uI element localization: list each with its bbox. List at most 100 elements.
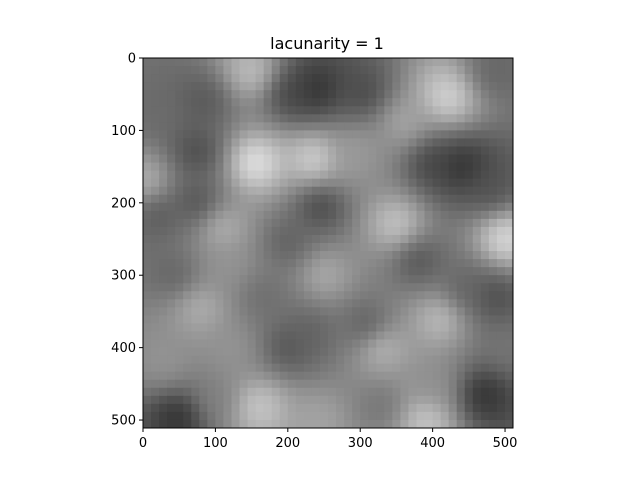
heatmap-cell xyxy=(504,186,513,196)
heatmap-cell xyxy=(263,98,273,107)
heatmap-cell xyxy=(207,234,216,244)
heatmap-cell xyxy=(360,114,369,123)
heatmap-cell xyxy=(255,419,265,428)
heatmap-cell xyxy=(199,251,208,260)
heatmap-cell xyxy=(207,291,216,300)
heatmap-cell xyxy=(191,122,200,131)
heatmap-cell xyxy=(448,419,458,428)
heatmap-cell xyxy=(199,339,208,349)
x-axis: 0 100 200 300 400 500 xyxy=(139,428,517,451)
heatmap-cell xyxy=(207,130,216,139)
heatmap-cell xyxy=(167,419,176,428)
heatmap-cell xyxy=(504,267,513,276)
heatmap-cell xyxy=(336,194,345,204)
heatmap-cell xyxy=(207,58,216,67)
heatmap-cell xyxy=(440,58,450,67)
heatmap-cell xyxy=(392,226,401,236)
heatmap-cell xyxy=(247,331,257,341)
heatmap-cell xyxy=(440,275,450,284)
heatmap-cell xyxy=(416,379,426,389)
heatmap-cell xyxy=(263,154,273,164)
heatmap-cell xyxy=(295,138,305,147)
heatmap-cell xyxy=(464,146,474,156)
heatmap-cell xyxy=(231,66,241,75)
heatmap-cell xyxy=(255,315,265,324)
heatmap-cell xyxy=(488,130,498,139)
heatmap-cell xyxy=(376,146,385,156)
heatmap-cell xyxy=(167,74,176,83)
heatmap-cell xyxy=(440,114,450,123)
heatmap-cell xyxy=(167,331,176,341)
heatmap-cell xyxy=(239,363,249,373)
y-tick-label: 200 xyxy=(111,196,136,211)
heatmap-cell xyxy=(472,355,482,365)
heatmap-cell xyxy=(207,323,216,332)
heatmap-cell xyxy=(328,259,337,268)
heatmap-cell xyxy=(384,403,393,413)
heatmap-cell xyxy=(400,371,409,381)
heatmap-cell xyxy=(303,98,313,107)
heatmap-cell xyxy=(151,339,160,349)
heatmap-cell xyxy=(295,291,305,300)
heatmap-cell xyxy=(472,371,482,381)
heatmap-cell xyxy=(344,90,353,99)
heatmap-cell xyxy=(295,226,305,236)
heatmap-cell xyxy=(223,146,232,156)
heatmap-cell xyxy=(328,267,337,276)
heatmap-cell xyxy=(424,419,434,428)
heatmap-cell xyxy=(311,299,321,308)
heatmap-cell xyxy=(344,162,353,172)
heatmap-cell xyxy=(496,234,506,244)
heatmap-cell xyxy=(384,82,393,91)
heatmap-cell xyxy=(392,379,401,389)
heatmap-cell xyxy=(400,283,409,292)
heatmap-cell xyxy=(336,202,345,212)
heatmap-cell xyxy=(223,347,232,357)
heatmap-cell xyxy=(223,58,232,67)
heatmap-cell xyxy=(424,339,434,349)
heatmap-cell xyxy=(239,403,249,413)
heatmap-cell xyxy=(143,194,152,204)
heatmap-cell xyxy=(448,403,458,413)
heatmap-cell xyxy=(352,138,361,147)
heatmap-cell xyxy=(416,210,426,220)
heatmap-cell xyxy=(496,66,506,75)
heatmap-cell xyxy=(352,251,361,260)
heatmap-cell xyxy=(247,315,257,324)
heatmap-cell xyxy=(271,403,281,413)
heatmap-cell xyxy=(231,98,241,107)
heatmap-cell xyxy=(432,106,442,115)
heatmap-cell xyxy=(480,90,490,99)
heatmap-cell xyxy=(424,243,434,252)
heatmap-cell xyxy=(263,363,273,373)
heatmap-cell xyxy=(472,98,482,107)
heatmap-cell xyxy=(319,283,329,292)
heatmap-cell xyxy=(223,202,232,212)
heatmap-cell xyxy=(247,259,257,268)
heatmap-cell xyxy=(263,202,273,212)
heatmap-cell xyxy=(424,234,434,244)
heatmap-cell xyxy=(368,58,377,67)
heatmap-cell xyxy=(151,291,160,300)
heatmap-cell xyxy=(239,194,249,204)
x-tick-label: 100 xyxy=(203,436,228,451)
heatmap-cell xyxy=(424,283,434,292)
heatmap-cell xyxy=(311,291,321,300)
heatmap-cell xyxy=(504,162,513,172)
heatmap-cell xyxy=(504,122,513,131)
heatmap-cell xyxy=(215,323,224,332)
heatmap-cell xyxy=(287,218,297,228)
heatmap-cell xyxy=(151,210,160,220)
heatmap-cell xyxy=(159,251,168,260)
heatmap-cell xyxy=(472,202,482,212)
heatmap-cell xyxy=(279,371,289,381)
x-tick-label: 400 xyxy=(420,436,445,451)
heatmap-cell xyxy=(263,387,273,397)
heatmap-cell xyxy=(271,339,281,349)
heatmap-cell xyxy=(279,178,289,188)
heatmap-cell xyxy=(360,154,369,164)
heatmap-cell xyxy=(472,146,482,156)
heatmap-cell xyxy=(303,122,313,131)
heatmap-cell xyxy=(319,243,329,252)
heatmap-cell xyxy=(287,251,297,260)
